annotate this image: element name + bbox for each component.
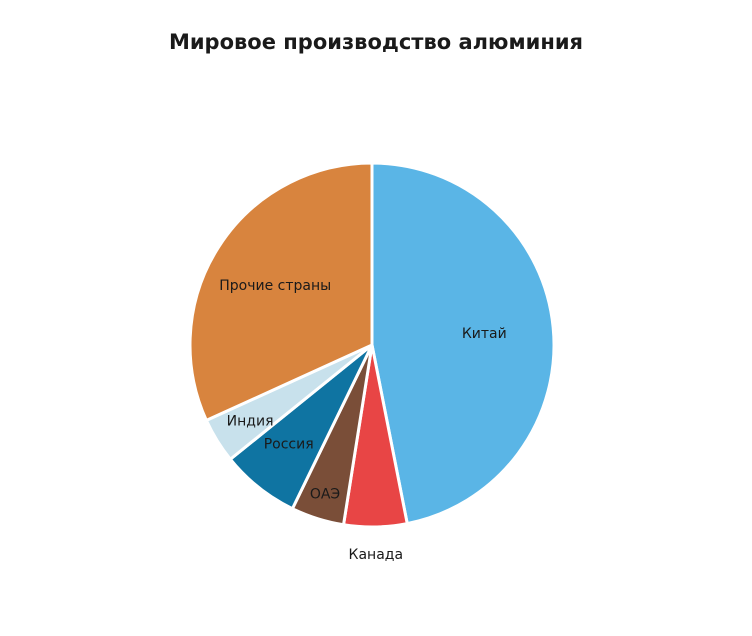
pie-slice-label-3: Россия xyxy=(264,437,314,453)
pie-slice-label-0: Китай xyxy=(462,326,507,342)
pie-slice-label-4: Индия xyxy=(227,414,274,430)
pie-slice-label-5: Прочие страны xyxy=(219,278,331,294)
pie-slice-label-1: Канада xyxy=(349,547,404,563)
chart-title: Мировое производство алюминия xyxy=(168,30,584,54)
pie-slice-5 xyxy=(188,161,374,422)
pie-slice-label-2: ОАЭ xyxy=(310,486,340,502)
pie-slice-0 xyxy=(370,161,556,526)
